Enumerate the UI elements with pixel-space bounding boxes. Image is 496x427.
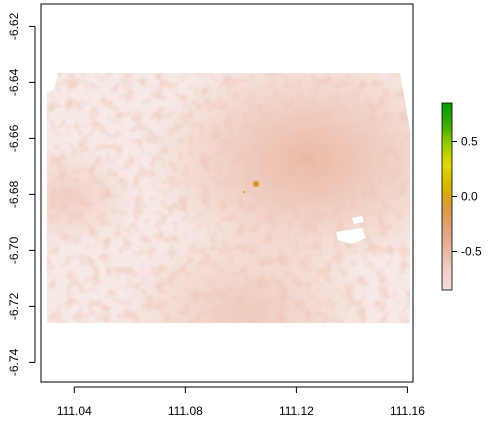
hotspot bbox=[253, 181, 259, 187]
x-tick-label: 111.04 bbox=[57, 404, 92, 418]
y-tick-label: -6.74 bbox=[7, 348, 21, 376]
nodata-patch bbox=[336, 228, 366, 244]
y-tick-label: -6.68 bbox=[7, 180, 21, 208]
y-tick-label: -6.62 bbox=[7, 12, 21, 40]
y-tick-label: -6.72 bbox=[7, 292, 21, 320]
plot-frame bbox=[40, 3, 414, 383]
y-tick-label: -6.70 bbox=[7, 236, 21, 264]
legend-tick-label: 0.5 bbox=[461, 135, 478, 149]
raster-layer bbox=[47, 73, 410, 323]
legend-tick-label: -0.5 bbox=[461, 245, 482, 259]
y-tick-label: -6.66 bbox=[7, 124, 21, 152]
legend-colorbar bbox=[441, 102, 453, 291]
color-legend: 0.5 0.0 -0.5 bbox=[441, 102, 482, 291]
x-tick-label: 111.16 bbox=[390, 404, 425, 418]
x-tick-label: 111.12 bbox=[279, 404, 314, 418]
nodata-patch bbox=[352, 216, 364, 224]
x-tick-label: 111.08 bbox=[168, 404, 203, 418]
hotspot bbox=[243, 191, 245, 193]
nodata-patch bbox=[47, 73, 58, 92]
y-axis: -6.62 -6.64 -6.66 -6.68 -6.70 -6.72 -6.74 bbox=[7, 12, 36, 376]
x-axis: 111.04 111.08 111.12 111.16 bbox=[57, 386, 425, 418]
y-tick-label: -6.64 bbox=[7, 68, 21, 96]
legend-tick-label: 0.0 bbox=[461, 190, 478, 204]
